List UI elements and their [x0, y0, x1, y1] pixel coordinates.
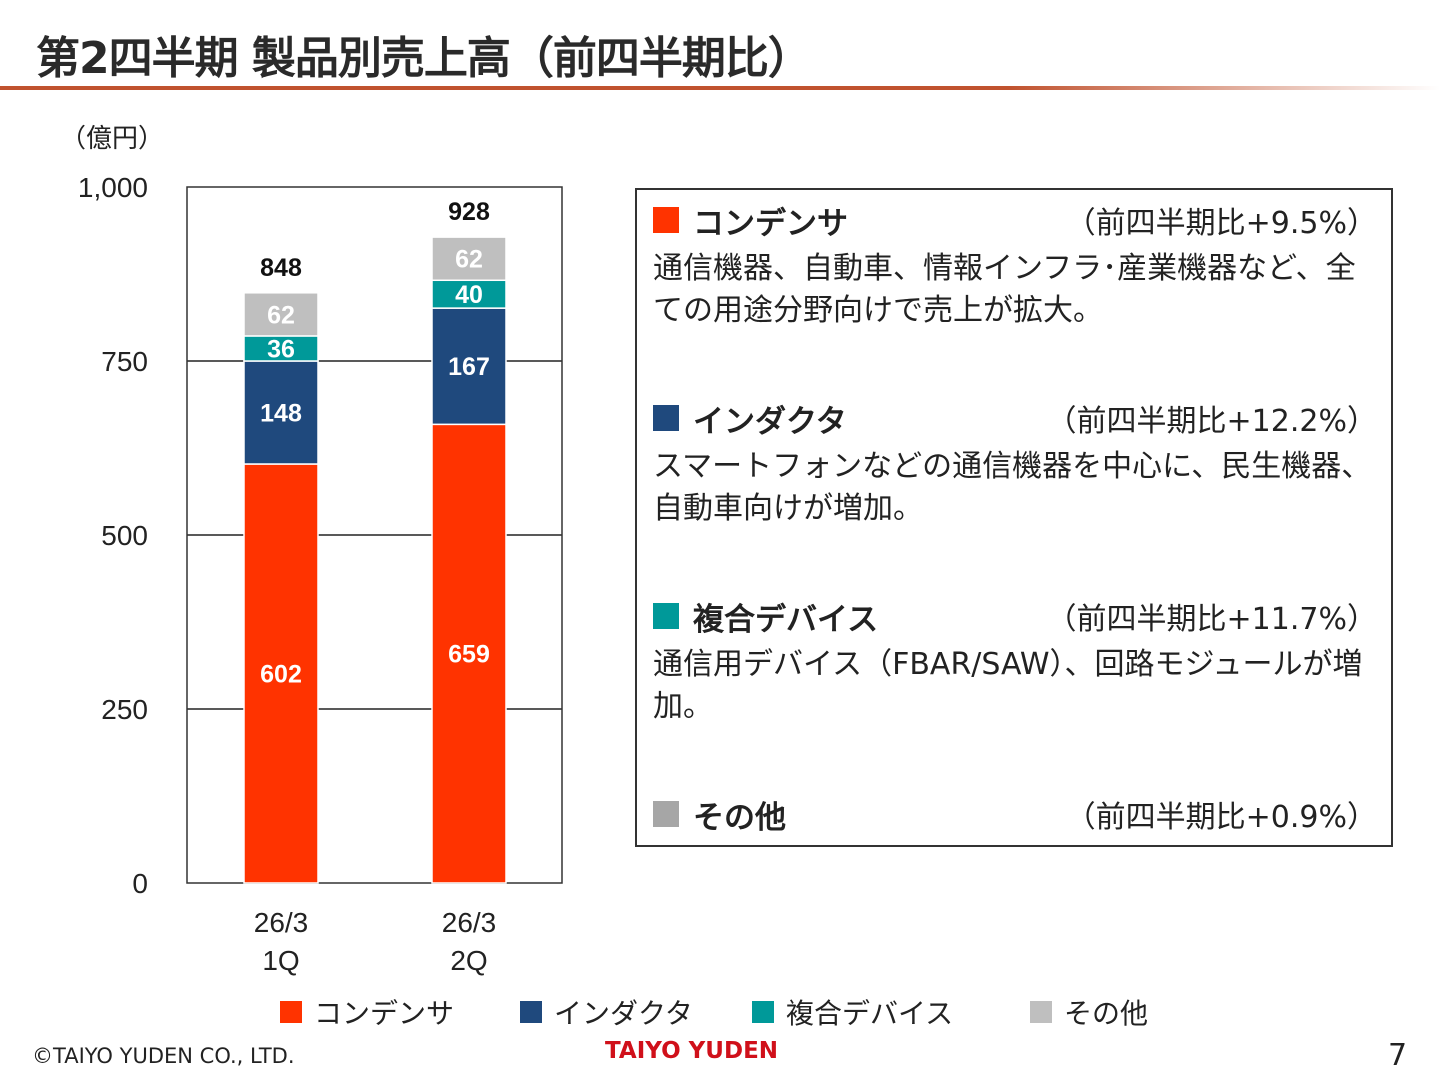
company-logo: TAIYO YUDEN: [605, 1038, 779, 1064]
panel-name: 複合デバイス: [693, 601, 879, 638]
y-tick-label: 750: [101, 346, 148, 377]
x-tick-label: 1Q: [262, 945, 299, 976]
condenser-square-icon: [653, 207, 679, 233]
legend-item-inductor: インダクタ: [520, 992, 693, 1032]
bar-segment-composite: [431, 279, 507, 309]
panel-name: コンデンサ: [693, 205, 848, 242]
x-tick-label: 26/3: [254, 907, 309, 938]
x-tick-label: 26/3: [442, 907, 497, 938]
title-divider: [0, 86, 1440, 90]
legend-label: 複合デバイス: [786, 997, 954, 1030]
bar-segment-inductor: [243, 360, 319, 465]
unit-label: （億円）: [60, 124, 165, 154]
plot-frame: [186, 186, 563, 884]
composite-square-icon: [653, 603, 679, 629]
data-label: 148: [260, 400, 302, 428]
bar-segment-other: [431, 236, 507, 282]
legend-item-other: その他: [1030, 992, 1148, 1032]
y-tick-label: 250: [101, 694, 148, 725]
legend-label: インダクタ: [554, 997, 693, 1030]
data-label: 40: [455, 281, 483, 309]
page-title: 第2四半期 製品別売上高（前四半期比）: [36, 33, 812, 84]
bar-segment-condenser: [243, 463, 319, 884]
legend-label: その他: [1064, 997, 1149, 1030]
panel-name: その他: [693, 799, 786, 836]
legend-item-condenser: コンデンサ: [280, 992, 454, 1032]
data-label: 62: [455, 246, 483, 274]
panel-section-other: その他 （前四半期比+0.9%）: [653, 794, 1377, 836]
panel-desc: 通信用デバイス（FBAR/SAW）、回路モジュールが増加。: [653, 647, 1363, 724]
panel-section-condenser: コンデンサ （前四半期比+9.5%） 通信機器、自動車、情報インフラ･産業機器など…: [653, 200, 1377, 332]
legend-label: コンデンサ: [314, 997, 455, 1030]
data-label: 36: [267, 335, 295, 363]
total-label: 928: [448, 198, 490, 226]
panel-desc: 通信機器、自動車、情報インフラ･産業機器など、全ての用途分野向けで売上が拡大。: [653, 251, 1356, 328]
panel-change: （前四半期比+11.7%）: [1046, 602, 1377, 637]
panel-change: （前四半期比+9.5%）: [1065, 206, 1377, 241]
bar-segment-other: [243, 292, 319, 337]
panel-desc: スマートフォンなどの通信機器を中心に、民生機器、自動車向けが増加。: [653, 449, 1372, 526]
panel-change: （前四半期比+12.2%）: [1046, 404, 1377, 439]
other-swatch-icon: [1030, 1001, 1052, 1023]
other-square-icon: [653, 801, 679, 827]
y-tick-label: 500: [101, 520, 148, 551]
copyright: ©TAIYO YUDEN CO., LTD.: [32, 1044, 295, 1068]
stacked-bar-chart: 0 250 500 750 1,000 602 148 36 62 848 26/3 1Q 659 167…: [78, 172, 563, 976]
commentary-panel: コンデンサ （前四半期比+9.5%） 通信機器、自動車、情報インフラ･産業機器など…: [635, 188, 1393, 847]
data-label: 602: [260, 661, 302, 689]
total-label: 848: [260, 254, 302, 282]
data-label: 167: [448, 353, 490, 381]
bar-segment-condenser: [431, 423, 507, 884]
inductor-square-icon: [653, 405, 679, 431]
panel-section-inductor: インダクタ （前四半期比+12.2%） スマートフォンなどの通信機器を中心に、民生…: [653, 398, 1377, 530]
data-label: 62: [267, 301, 295, 329]
page-number: 7: [1388, 1038, 1408, 1073]
composite-swatch-icon: [752, 1001, 774, 1023]
legend-item-composite: 複合デバイス: [752, 992, 953, 1032]
inductor-swatch-icon: [520, 1001, 542, 1023]
condenser-swatch-icon: [280, 1001, 302, 1023]
panel-change: （前四半期比+0.9%）: [1065, 800, 1377, 835]
y-tick-label: 0: [132, 868, 148, 899]
y-tick-label: 1,000: [78, 172, 148, 203]
bar-segment-inductor: [431, 307, 507, 426]
x-tick-label: 2Q: [450, 945, 487, 976]
panel-section-composite: 複合デバイス （前四半期比+11.7%） 通信用デバイス（FBAR/SAW）、回路…: [653, 596, 1377, 728]
data-label: 659: [448, 641, 490, 669]
panel-name: インダクタ: [693, 403, 847, 440]
